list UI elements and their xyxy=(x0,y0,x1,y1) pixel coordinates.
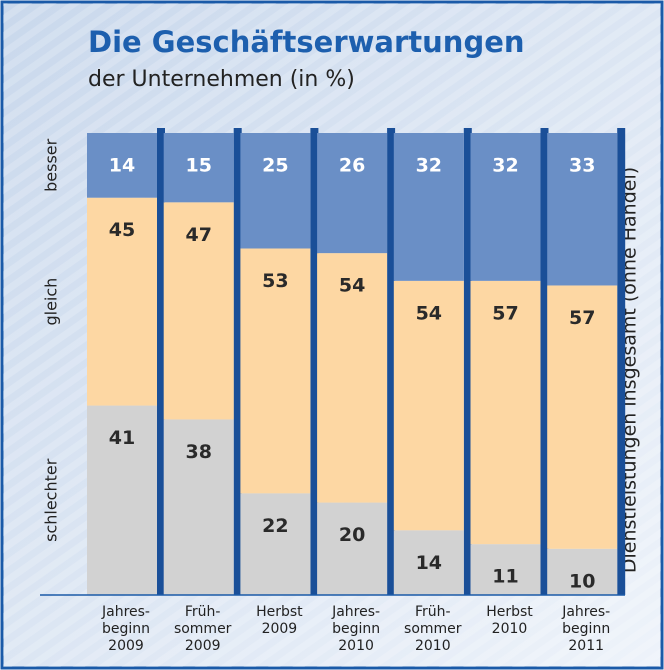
bar-segment xyxy=(393,280,464,531)
bar-segment xyxy=(317,253,388,503)
bar-segment xyxy=(240,493,311,595)
value-label: 32 xyxy=(492,155,518,177)
value-label: 57 xyxy=(492,302,518,324)
value-label: 38 xyxy=(185,441,211,463)
bar-shadow xyxy=(463,128,472,595)
x-tick-label: Früh-sommer 2009 xyxy=(174,604,232,654)
value-label: 14 xyxy=(109,155,135,177)
bar-segment xyxy=(163,202,234,420)
bar-segment xyxy=(240,248,311,494)
value-label: 11 xyxy=(492,566,518,588)
value-label: 26 xyxy=(339,155,365,177)
bar-segment xyxy=(470,544,541,595)
bar-segment xyxy=(317,133,388,254)
x-tick-label: Jahres-beginn 2009 xyxy=(101,604,150,654)
value-label: 47 xyxy=(185,224,211,246)
chart-title: Die Geschäftserwartungen xyxy=(88,25,525,59)
bar-shadow xyxy=(387,128,396,595)
value-label: 32 xyxy=(416,155,442,177)
bar-shadow xyxy=(310,128,319,595)
x-tick-label: Früh-sommer 2010 xyxy=(404,604,462,654)
value-label: 54 xyxy=(339,275,365,297)
bar-segment xyxy=(317,502,388,595)
value-label: 25 xyxy=(262,155,288,177)
bar-segment xyxy=(87,133,157,198)
value-label: 53 xyxy=(262,270,288,292)
value-label: 10 xyxy=(569,570,595,592)
legend-label: besser xyxy=(42,138,61,192)
bar-shadow xyxy=(233,128,242,595)
bar-shadow xyxy=(540,128,549,595)
chart-subtitle: der Unternehmen (in %) xyxy=(88,67,355,92)
value-label: 15 xyxy=(185,155,211,177)
bar-segment xyxy=(87,405,157,595)
value-label: 41 xyxy=(109,427,135,449)
value-label: 14 xyxy=(416,552,442,574)
x-tick-label: Herbst 2009 xyxy=(256,604,303,637)
bar-segment xyxy=(547,133,618,286)
bar-segment xyxy=(470,133,541,281)
legend-label: gleich xyxy=(42,278,61,326)
bar-shadow xyxy=(617,128,626,595)
value-label: 20 xyxy=(339,524,365,546)
bar-segment xyxy=(163,133,234,203)
x-tick-label: Jahres-beginn 2010 xyxy=(331,604,380,654)
bar-segment xyxy=(393,133,464,281)
bar-shadow xyxy=(157,128,165,595)
legend-label: schlechter xyxy=(42,458,61,542)
bar-segment xyxy=(240,133,311,249)
value-label: 45 xyxy=(109,219,135,241)
value-label: 22 xyxy=(262,515,288,537)
x-tick-label: Jahres-beginn 2011 xyxy=(561,604,610,654)
value-label: 33 xyxy=(569,155,595,177)
value-label: 54 xyxy=(416,302,442,324)
bar-segment xyxy=(547,285,618,549)
bar-segment xyxy=(87,197,157,406)
bar-segment xyxy=(163,419,234,595)
bar-segment xyxy=(393,530,464,595)
value-label: 57 xyxy=(569,307,595,329)
bar-segment xyxy=(470,280,541,545)
x-tick-label: Herbst 2010 xyxy=(486,604,533,637)
bar-segment xyxy=(547,548,618,595)
